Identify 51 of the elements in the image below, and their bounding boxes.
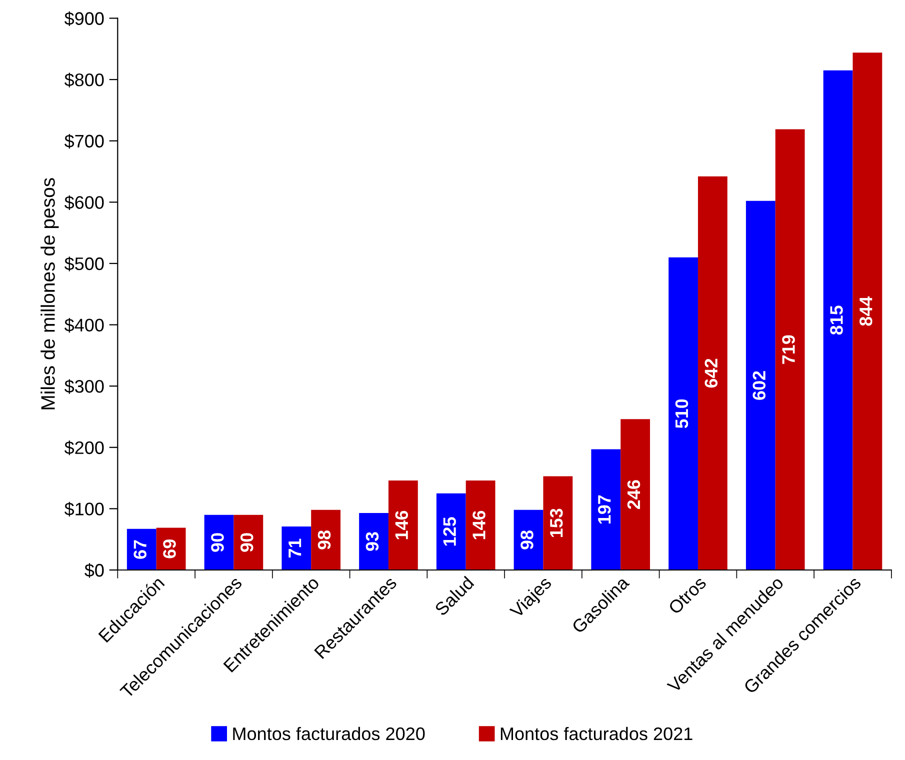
data-label: 642 xyxy=(704,358,718,388)
data-label: 90 xyxy=(211,533,224,552)
y-tick-label: $300 xyxy=(64,379,104,394)
data-label: 98 xyxy=(520,530,534,550)
data-label: 71 xyxy=(288,538,302,558)
y-tick-label: $200 xyxy=(64,440,104,456)
data-label: 146 xyxy=(395,510,408,540)
y-tick-label: $0 xyxy=(84,563,104,578)
bar xyxy=(388,480,418,570)
data-label: 197 xyxy=(598,495,611,524)
bar xyxy=(436,493,466,570)
data-label: 815 xyxy=(830,306,843,335)
data-label: 246 xyxy=(627,480,640,510)
bar xyxy=(620,419,650,570)
y-tick-label: $100 xyxy=(64,502,104,516)
bar xyxy=(775,129,805,570)
bar xyxy=(668,257,698,570)
data-label: 719 xyxy=(782,335,795,364)
bar xyxy=(126,528,156,570)
data-label: 69 xyxy=(163,539,176,558)
data-label: 125 xyxy=(443,517,456,546)
y-tick-label: $900 xyxy=(64,11,104,26)
y-tick-label: $400 xyxy=(64,318,104,333)
y-tick-label: $600 xyxy=(64,195,104,210)
data-label: 67 xyxy=(134,540,146,559)
bar xyxy=(543,476,573,570)
data-label: 510 xyxy=(675,399,688,428)
bar xyxy=(466,480,496,570)
legend-label: Montos facturados 2021 xyxy=(500,726,692,740)
bar xyxy=(234,514,264,570)
y-tick-label: $800 xyxy=(64,72,104,88)
data-label: 90 xyxy=(240,533,254,552)
bar xyxy=(514,510,544,570)
data-label: 93 xyxy=(366,532,379,551)
legend-label: Montos facturados 2020 xyxy=(233,726,425,740)
bar xyxy=(311,510,340,570)
bar xyxy=(746,200,776,570)
bar xyxy=(698,176,728,570)
bar xyxy=(823,70,853,570)
data-label: 844 xyxy=(860,296,872,326)
data-label: 153 xyxy=(550,508,563,538)
data-label: 602 xyxy=(752,371,766,400)
data-label: 146 xyxy=(472,510,486,540)
bar xyxy=(359,512,388,570)
y-tick-label: $500 xyxy=(64,256,104,272)
y-tick-label: $700 xyxy=(64,134,104,149)
bar xyxy=(852,52,882,570)
data-label: 98 xyxy=(318,530,331,550)
bar xyxy=(591,449,621,570)
bar xyxy=(282,526,312,570)
y-axis-title: Miles de millones de pesos xyxy=(40,178,59,410)
